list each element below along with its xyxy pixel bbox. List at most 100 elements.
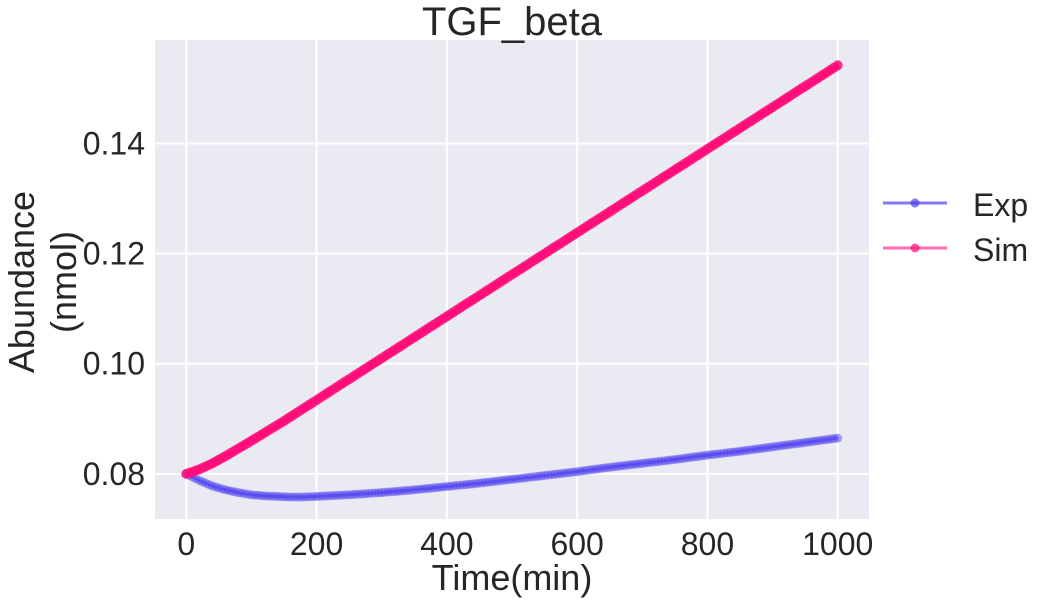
data-point (624, 460, 634, 470)
data-point (575, 466, 585, 476)
data-point (650, 457, 660, 467)
data-point (755, 444, 765, 454)
data-point (207, 481, 217, 491)
data-point (553, 469, 563, 479)
data-point (686, 452, 696, 462)
data-point (318, 491, 328, 501)
data-point (458, 480, 468, 490)
data-point (768, 442, 778, 452)
data-point (217, 484, 227, 494)
data-point (598, 463, 608, 473)
grid (155, 40, 869, 519)
data-point (295, 492, 305, 502)
data-point (549, 469, 559, 479)
y-tick-label: 0.14 (83, 126, 145, 162)
data-point (670, 455, 680, 464)
data-point (308, 492, 318, 502)
data-point (474, 478, 484, 488)
data-point (227, 486, 237, 496)
data-point (250, 490, 260, 500)
data-point (452, 481, 462, 490)
data-point (533, 471, 543, 481)
data-point (302, 492, 312, 502)
data-point (387, 487, 396, 497)
data-point (448, 481, 458, 491)
data-point (654, 457, 664, 466)
data-point (631, 459, 641, 469)
data-point (435, 482, 445, 492)
data-point (709, 449, 719, 459)
y-tick-label: 0.12 (83, 236, 145, 272)
data-point (826, 434, 836, 444)
data-point (807, 437, 817, 447)
data-point (735, 446, 745, 456)
data-point (266, 491, 276, 501)
data-point (344, 490, 354, 500)
data-point (608, 462, 618, 472)
data-point (562, 468, 572, 478)
data-point (748, 445, 758, 454)
data-point (644, 458, 654, 468)
data-point (729, 447, 738, 457)
data-point (220, 485, 230, 495)
data-point (803, 437, 813, 447)
data-point (334, 490, 344, 500)
data-point (426, 483, 436, 493)
data-point (325, 491, 335, 501)
data-point (758, 443, 768, 453)
data-point (413, 485, 422, 494)
data-point (536, 471, 546, 481)
data-point (732, 447, 742, 457)
data-point (237, 488, 247, 498)
data-point (716, 449, 725, 459)
data-point (543, 470, 553, 480)
data-point (820, 435, 830, 445)
legend-label-exp: Exp (973, 187, 1028, 223)
data-point (331, 490, 341, 500)
data-point (572, 467, 582, 477)
data-point (488, 477, 497, 487)
data-point (660, 456, 670, 466)
data-point (621, 460, 631, 470)
data-point (360, 489, 370, 499)
data-point (299, 492, 308, 502)
data-point (468, 479, 478, 489)
data-point (347, 490, 357, 500)
data-point (390, 487, 400, 496)
data-point (725, 447, 735, 457)
x-tick-labels: 0 200 400 600 800 1000 (177, 526, 873, 562)
data-point (409, 485, 419, 495)
data-point (416, 484, 426, 494)
data-point (484, 477, 494, 487)
data-point (370, 488, 380, 498)
data-point (491, 476, 501, 486)
data-point (745, 445, 755, 455)
data-point (246, 490, 256, 500)
data-point (328, 491, 338, 501)
data-point (230, 487, 240, 497)
data-point (722, 448, 732, 458)
data-point (377, 488, 387, 498)
data-point (556, 469, 566, 479)
data-point (667, 455, 677, 465)
data-point (683, 453, 693, 463)
data-point (461, 480, 471, 489)
data-point (823, 434, 833, 444)
legend-label-sim: Sim (973, 232, 1028, 268)
data-point (787, 439, 797, 449)
data-point (233, 488, 243, 498)
data-point (276, 492, 286, 502)
data-point (602, 463, 611, 473)
data-point (224, 486, 234, 495)
x-tick-label: 0 (177, 526, 195, 562)
data-point (637, 458, 647, 468)
y-axis-label-line1: Abundance (1, 191, 42, 373)
y-tick-labels: 0.08 0.10 0.12 0.14 (83, 126, 145, 492)
data-point (830, 434, 839, 443)
x-axis-label: Time(min) (432, 557, 593, 598)
data-point (315, 491, 325, 501)
data-point (611, 462, 621, 471)
data-point (419, 484, 429, 494)
data-point (761, 443, 771, 453)
data-point (507, 474, 517, 484)
